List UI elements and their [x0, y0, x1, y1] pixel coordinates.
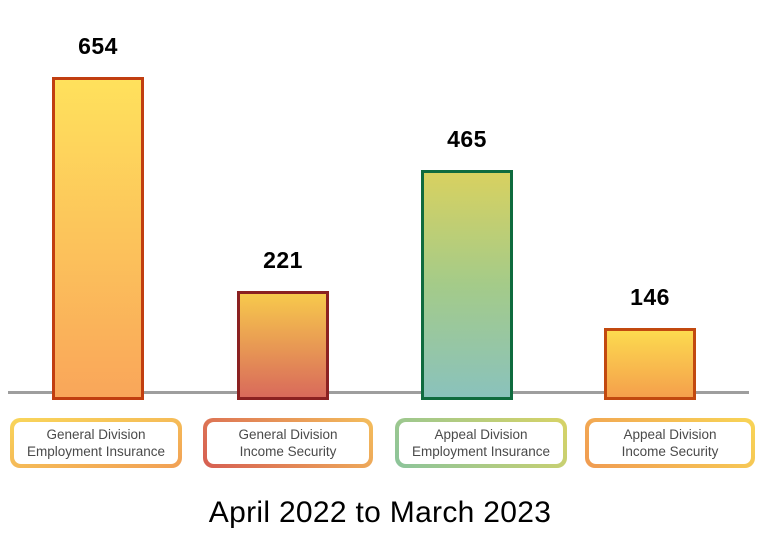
category-label-1: General Division Income Security	[207, 422, 369, 464]
category-box-2: Appeal Division Employment Insurance	[395, 418, 567, 468]
category-label-2: Appeal Division Employment Insurance	[399, 422, 563, 464]
bar-value-label-3: 146	[630, 284, 670, 310]
category-line2: Employment Insurance	[411, 444, 551, 459]
category-box-0: General Division Employment Insurance	[10, 418, 182, 468]
x-axis-line	[8, 391, 749, 394]
bar-rect-2	[421, 170, 513, 400]
bar-value-label-0: 654	[78, 33, 118, 59]
bar-group-2: 465	[421, 126, 513, 400]
bar-group-0: 654	[52, 33, 144, 400]
category-label-0: General Division Employment Insurance	[14, 422, 178, 464]
category-line2: Employment Insurance	[26, 444, 166, 459]
category-line1: General Division	[238, 427, 338, 442]
bar-value-label-2: 465	[447, 126, 487, 152]
category-label-3: Appeal Division Income Security	[589, 422, 751, 464]
category-line1: General Division	[46, 427, 146, 442]
category-line1: Appeal Division	[623, 427, 717, 442]
bar-rect-0	[52, 77, 144, 400]
bar-group-1: 221	[237, 247, 329, 400]
chart-title: April 2022 to March 2023	[208, 496, 552, 529]
category-line1: Appeal Division	[434, 427, 528, 442]
bar-group-3: 146	[604, 284, 696, 400]
category-line2: Income Security	[239, 444, 337, 459]
bar-rect-3	[604, 328, 696, 400]
category-box-3: Appeal Division Income Security	[585, 418, 755, 468]
bar-rect-1	[237, 291, 329, 400]
category-box-1: General Division Income Security	[203, 418, 373, 468]
bar-value-label-1: 221	[263, 247, 303, 273]
category-line2: Income Security	[621, 444, 719, 459]
